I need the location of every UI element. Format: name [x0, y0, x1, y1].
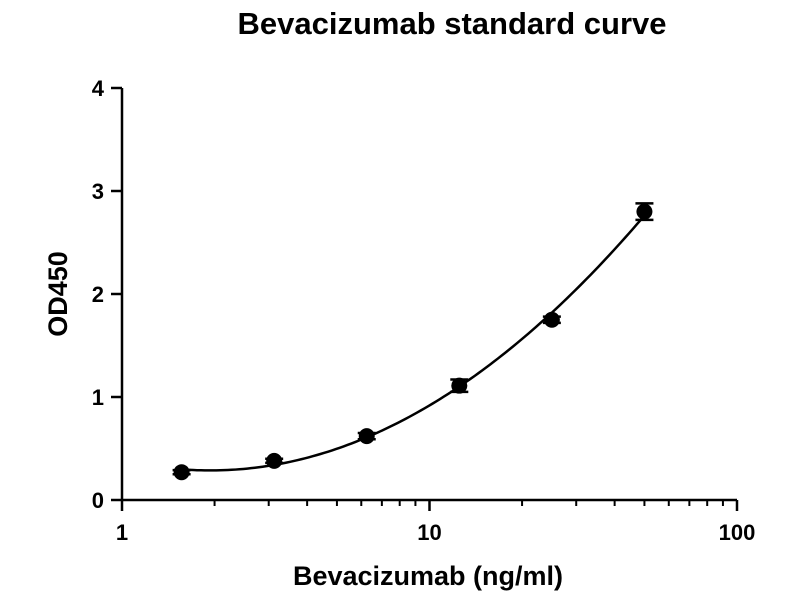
data-points [173, 203, 653, 481]
y-axis-label: OD450 [43, 251, 73, 337]
y-tick-label: 1 [92, 385, 104, 410]
y-tick-label: 3 [92, 179, 104, 204]
x-tick-label: 100 [719, 520, 756, 545]
y-tick-label: 2 [92, 282, 104, 307]
y-tick-label: 4 [92, 76, 105, 101]
data-point [636, 203, 653, 220]
data-point [543, 311, 560, 328]
x-tick-label: 10 [417, 520, 441, 545]
x-tick-label: 1 [116, 520, 128, 545]
data-point [358, 428, 375, 445]
y-ticks: 0 1 2 3 4 [92, 76, 122, 513]
chart-title: Bevacizumab standard curve [237, 6, 666, 41]
error-bars [172, 202, 654, 476]
x-axis-label: Bevacizumab (ng/ml) [293, 561, 563, 591]
data-point [173, 464, 190, 481]
fit-curve [181, 214, 646, 472]
x-ticks: 1 10 100 [116, 500, 755, 545]
data-point [266, 452, 283, 469]
data-point [451, 377, 468, 394]
y-tick-label: 0 [92, 488, 104, 513]
axes [120, 88, 737, 502]
